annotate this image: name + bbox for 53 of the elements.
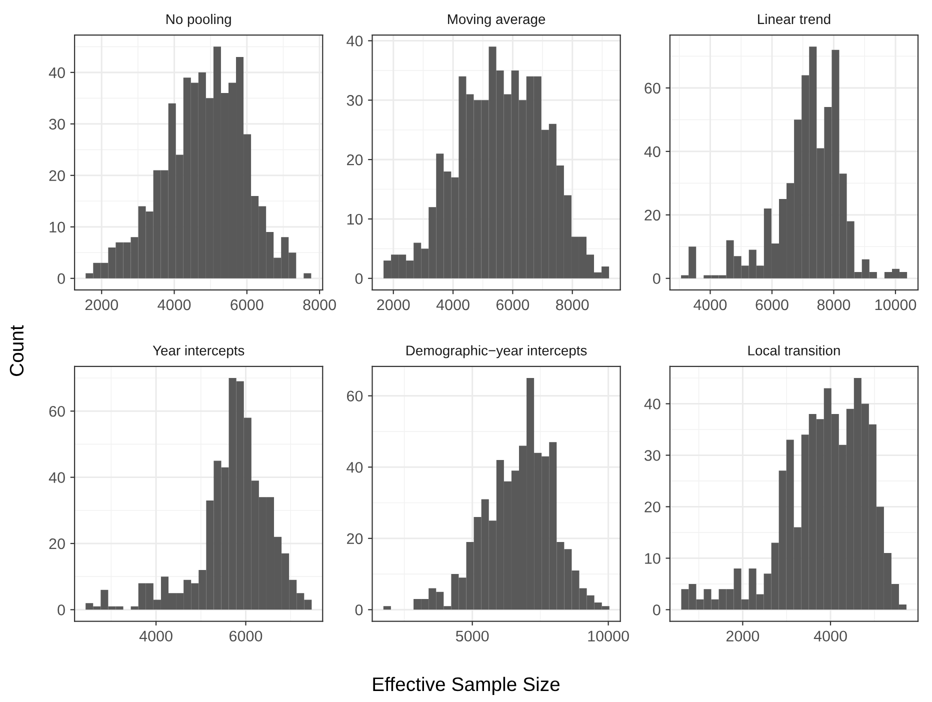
x-tick-label: 2000 — [726, 630, 760, 642]
y-tick-label: 20 — [644, 210, 660, 221]
x-tick-label: 2000 — [377, 299, 410, 310]
y-tick-label: 40 — [644, 398, 660, 410]
chart-title: Local transition — [748, 345, 840, 356]
x-tick-label: 10000 — [875, 299, 916, 310]
y-tick-label: 20 — [347, 154, 363, 166]
x-tick-label: 4000 — [158, 299, 191, 310]
y-tick-label: 20 — [49, 170, 65, 182]
x-tick-label: 8000 — [303, 299, 336, 310]
y-axis-title: Count — [10, 325, 24, 376]
y-tick-label: 40 — [346, 462, 363, 473]
x-tick-label: 6000 — [230, 299, 264, 310]
x-tick-label: 4000 — [814, 630, 847, 642]
y-tick-label: 40 — [48, 67, 65, 78]
y-tick-label: 20 — [644, 502, 660, 512]
x-tick-label: 8000 — [817, 299, 850, 310]
y-tick-label: 40 — [346, 36, 363, 46]
chart-title: No pooling — [166, 14, 231, 27]
x-tick-label: 4000 — [139, 630, 172, 642]
y-tick-label: 30 — [346, 95, 363, 106]
x-tick-label: 6000 — [230, 630, 262, 642]
y-tick-label: 0 — [653, 604, 660, 616]
x-axis-title: Effective Sample Size — [373, 676, 560, 695]
x-tick-label: 6000 — [756, 299, 788, 310]
y-tick-label: 0 — [653, 273, 660, 284]
chart-title: Linear trend — [758, 14, 830, 24]
y-tick-label: 60 — [644, 82, 660, 94]
x-tick-label: 8000 — [556, 299, 589, 310]
y-tick-label: 0 — [355, 273, 363, 284]
y-tick-label: 60 — [347, 390, 363, 402]
x-tick-label: 10000 — [588, 630, 629, 642]
y-tick-label: 0 — [355, 604, 363, 616]
y-tick-label: 10 — [645, 553, 660, 564]
x-tick-label: 2000 — [85, 299, 118, 310]
y-tick-label: 40 — [644, 146, 660, 158]
y-tick-label: 10 — [50, 222, 65, 233]
x-tick-label: 4000 — [694, 299, 727, 310]
x-tick-label: 6000 — [496, 299, 530, 310]
chart-title: Demographic−year intercepts — [406, 345, 587, 358]
y-tick-label: 40 — [48, 472, 65, 483]
chart-title: Year intercepts — [152, 345, 244, 358]
y-tick-label: 20 — [347, 533, 363, 544]
chart-title: Moving average — [448, 14, 546, 27]
y-tick-label: 60 — [49, 406, 65, 417]
y-tick-label: 10 — [347, 214, 363, 225]
x-tick-label: 4000 — [436, 299, 470, 310]
y-tick-label: 30 — [644, 450, 660, 461]
y-tick-label: 0 — [58, 604, 65, 616]
x-tick-label: 5000 — [456, 630, 489, 642]
y-tick-label: 30 — [49, 118, 65, 130]
y-tick-label: 20 — [49, 538, 65, 550]
y-tick-label: 0 — [58, 273, 65, 284]
